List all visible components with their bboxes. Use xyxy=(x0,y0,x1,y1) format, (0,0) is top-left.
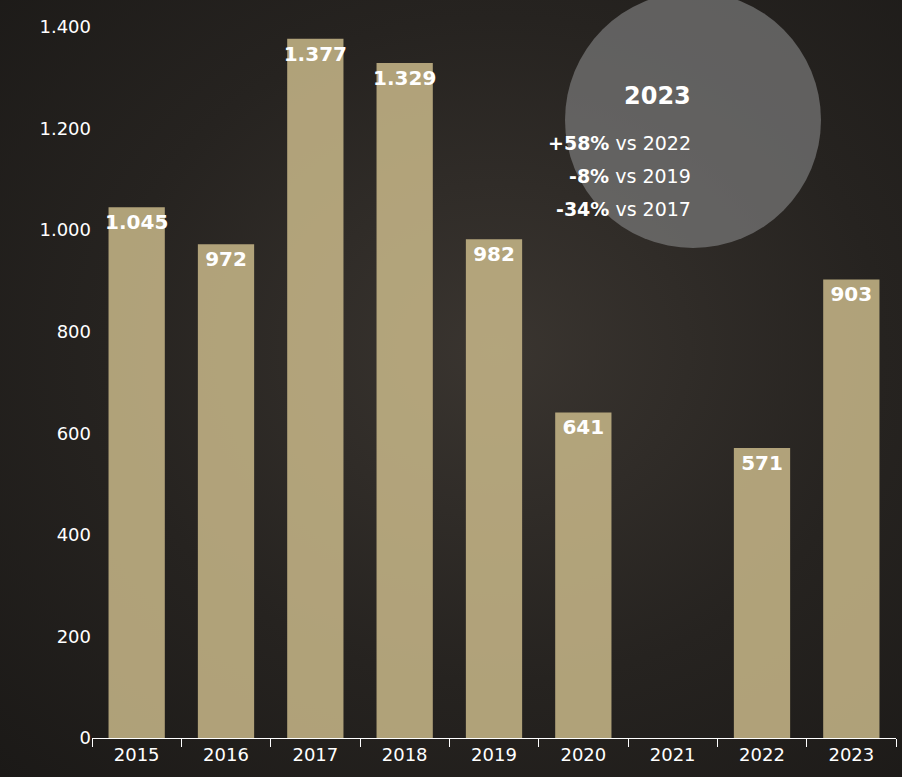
svg-text:982: 982 xyxy=(473,242,515,266)
svg-text:903: 903 xyxy=(830,282,872,306)
svg-text:2023: 2023 xyxy=(624,82,691,110)
svg-text:1.400: 1.400 xyxy=(39,16,91,37)
svg-text:2023: 2023 xyxy=(828,744,874,765)
svg-text:2022: 2022 xyxy=(739,744,785,765)
svg-text:2016: 2016 xyxy=(203,744,249,765)
svg-text:2020: 2020 xyxy=(560,744,606,765)
svg-text:1.045: 1.045 xyxy=(105,210,168,234)
svg-text:972: 972 xyxy=(205,247,247,271)
svg-text:2021: 2021 xyxy=(650,744,696,765)
svg-text:0: 0 xyxy=(80,727,91,748)
svg-text:2017: 2017 xyxy=(292,744,338,765)
svg-text:2019: 2019 xyxy=(471,744,517,765)
svg-text:800: 800 xyxy=(57,321,91,342)
svg-text:1.000: 1.000 xyxy=(39,219,91,240)
svg-text:571: 571 xyxy=(741,451,783,475)
svg-text:1.377: 1.377 xyxy=(284,42,347,66)
svg-text:-8% vs 2019: -8% vs 2019 xyxy=(569,165,691,187)
svg-text:1.329: 1.329 xyxy=(373,66,436,90)
svg-text:600: 600 xyxy=(57,423,91,444)
svg-text:400: 400 xyxy=(57,524,91,545)
svg-text:200: 200 xyxy=(57,626,91,647)
svg-text:-34% vs 2017: -34% vs 2017 xyxy=(556,198,691,220)
svg-text:2018: 2018 xyxy=(382,744,428,765)
svg-text:2015: 2015 xyxy=(114,744,160,765)
svg-text:1.200: 1.200 xyxy=(39,118,91,139)
svg-text:641: 641 xyxy=(562,415,604,439)
svg-text:+58% vs 2022: +58% vs 2022 xyxy=(548,132,691,154)
